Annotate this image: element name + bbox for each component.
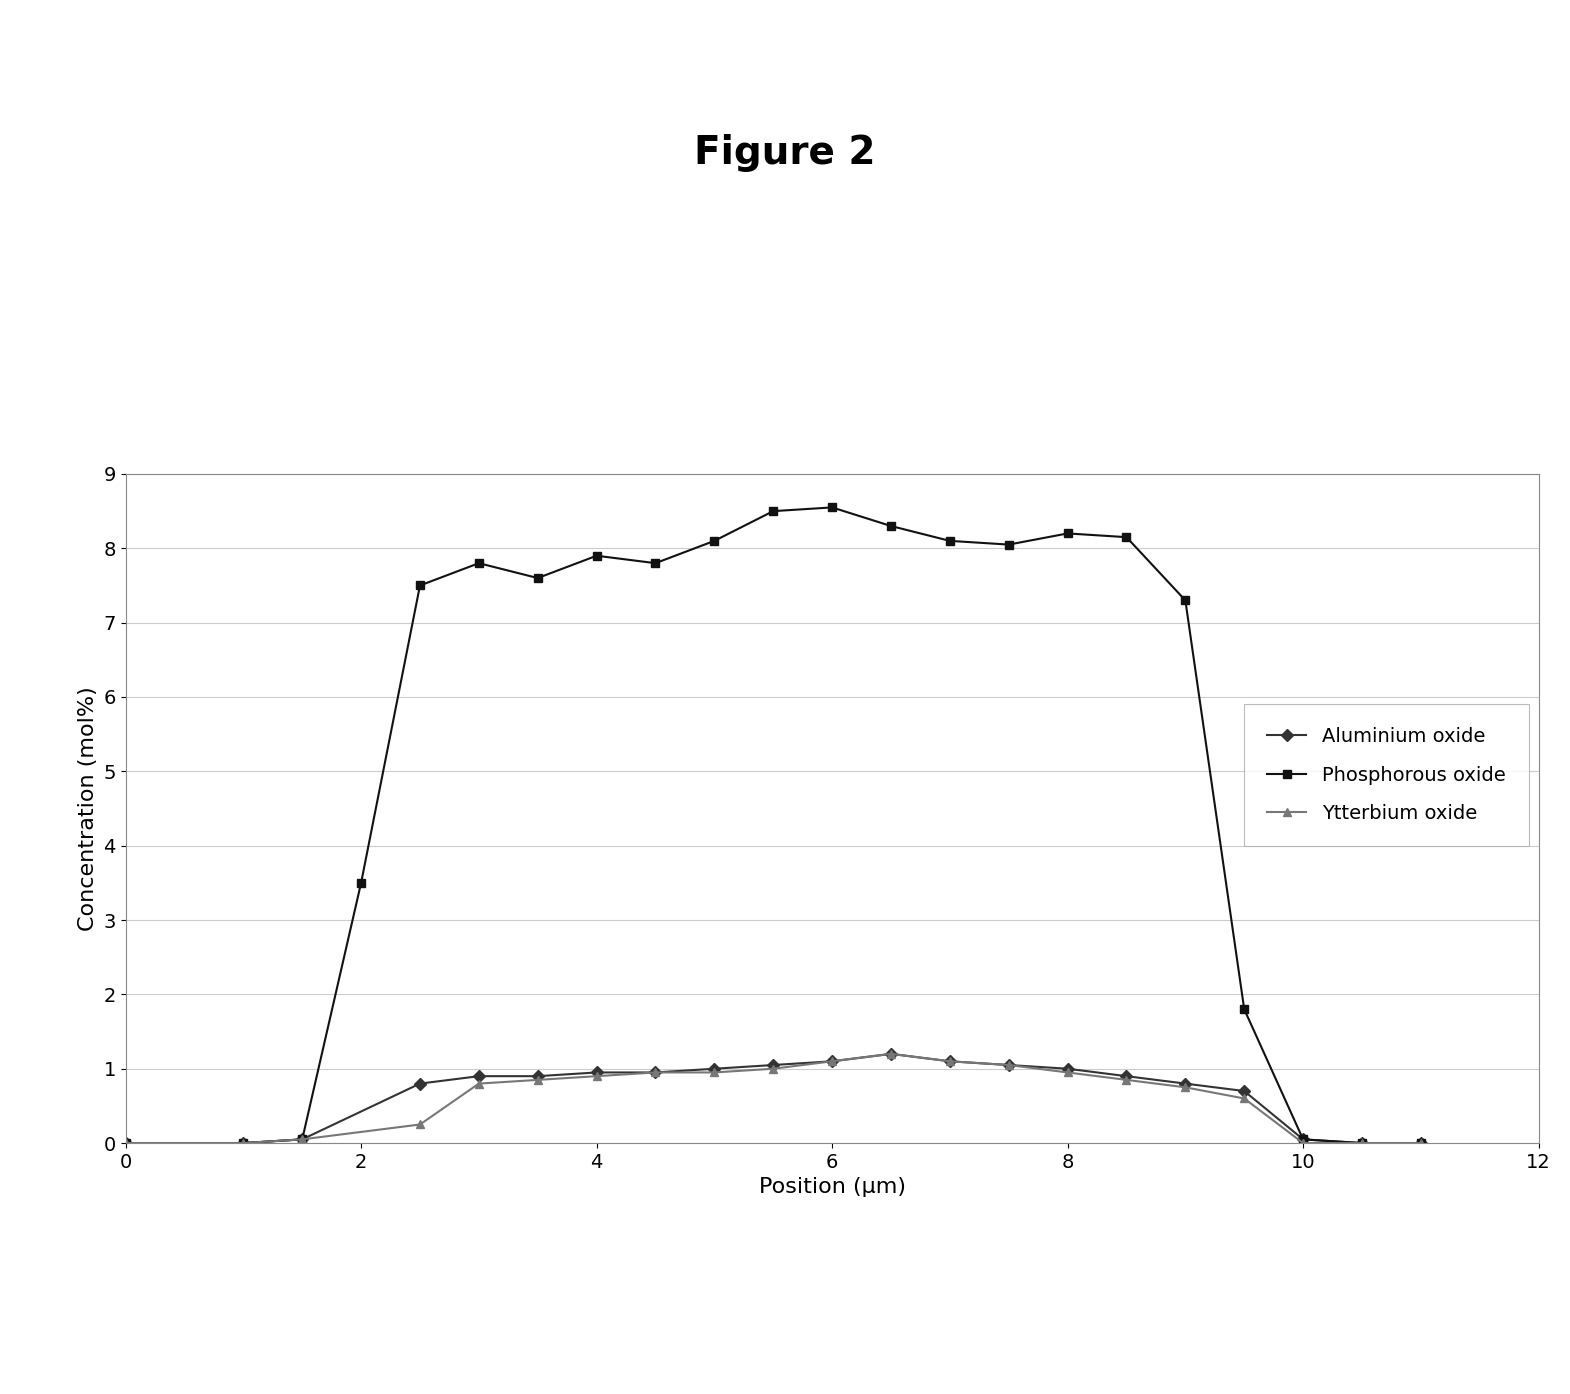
Aluminium oxide (234, 1135, 253, 1151)
Aluminium oxide (823, 1052, 842, 1069)
Aluminium oxide (1058, 1061, 1077, 1078)
Phosphorous oxide (1411, 1135, 1430, 1151)
Phosphorous oxide (352, 874, 371, 891)
Aluminium oxide (469, 1068, 488, 1085)
Ytterbium oxide (882, 1046, 901, 1062)
Ytterbium oxide (411, 1117, 430, 1133)
Phosphorous oxide (647, 555, 666, 572)
Phosphorous oxide (1352, 1135, 1372, 1151)
Aluminium oxide (999, 1057, 1017, 1073)
Aluminium oxide (292, 1131, 311, 1147)
Aluminium oxide (1352, 1135, 1372, 1151)
Phosphorous oxide (587, 548, 606, 565)
Ytterbium oxide (647, 1064, 666, 1080)
Phosphorous oxide (823, 499, 842, 516)
Ytterbium oxide (116, 1135, 135, 1151)
Ytterbium oxide (469, 1075, 488, 1092)
Aluminium oxide (940, 1052, 959, 1069)
Phosphorous oxide (940, 533, 959, 549)
Aluminium oxide (116, 1135, 135, 1151)
Line: Aluminium oxide: Aluminium oxide (121, 1050, 1426, 1147)
Aluminium oxide (1116, 1068, 1135, 1085)
Aluminium oxide (705, 1061, 724, 1078)
Aluminium oxide (528, 1068, 546, 1085)
Legend: Aluminium oxide, Phosphorous oxide, Ytterbium oxide: Aluminium oxide, Phosphorous oxide, Ytte… (1243, 704, 1529, 846)
Aluminium oxide (763, 1057, 782, 1073)
Ytterbium oxide (1058, 1064, 1077, 1080)
Ytterbium oxide (234, 1135, 253, 1151)
Phosphorous oxide (882, 517, 901, 534)
Phosphorous oxide (1116, 528, 1135, 545)
Aluminium oxide (411, 1075, 430, 1092)
Ytterbium oxide (292, 1131, 311, 1147)
Phosphorous oxide (469, 555, 488, 572)
Aluminium oxide (1294, 1131, 1313, 1147)
Phosphorous oxide (1294, 1131, 1313, 1147)
Aluminium oxide (587, 1064, 606, 1080)
Aluminium oxide (882, 1046, 901, 1062)
Ytterbium oxide (1352, 1135, 1372, 1151)
Ytterbium oxide (763, 1061, 782, 1078)
Ytterbium oxide (940, 1052, 959, 1069)
Phosphorous oxide (1234, 1001, 1253, 1018)
Phosphorous oxide (705, 533, 724, 549)
Line: Phosphorous oxide: Phosphorous oxide (121, 503, 1426, 1147)
Aluminium oxide (647, 1064, 666, 1080)
Ytterbium oxide (1176, 1079, 1195, 1096)
Ytterbium oxide (1294, 1135, 1313, 1151)
Ytterbium oxide (705, 1064, 724, 1080)
Ytterbium oxide (587, 1068, 606, 1085)
Phosphorous oxide (528, 570, 546, 587)
Ytterbium oxide (1411, 1135, 1430, 1151)
Aluminium oxide (1234, 1083, 1253, 1100)
Phosphorous oxide (116, 1135, 135, 1151)
Ytterbium oxide (823, 1052, 842, 1069)
Y-axis label: Concentration (mol%): Concentration (mol%) (78, 686, 97, 931)
Phosphorous oxide (763, 503, 782, 520)
Phosphorous oxide (1176, 592, 1195, 609)
Phosphorous oxide (234, 1135, 253, 1151)
Ytterbium oxide (528, 1072, 546, 1089)
Phosphorous oxide (999, 537, 1017, 553)
Aluminium oxide (1411, 1135, 1430, 1151)
Line: Ytterbium oxide: Ytterbium oxide (121, 1050, 1426, 1147)
Ytterbium oxide (1234, 1090, 1253, 1107)
Phosphorous oxide (1058, 526, 1077, 542)
Aluminium oxide (1176, 1075, 1195, 1092)
Phosphorous oxide (411, 577, 430, 594)
Phosphorous oxide (292, 1131, 311, 1147)
Ytterbium oxide (999, 1057, 1017, 1073)
X-axis label: Position (μm): Position (μm) (758, 1178, 906, 1197)
Ytterbium oxide (1116, 1072, 1135, 1089)
Text: Figure 2: Figure 2 (694, 134, 876, 173)
